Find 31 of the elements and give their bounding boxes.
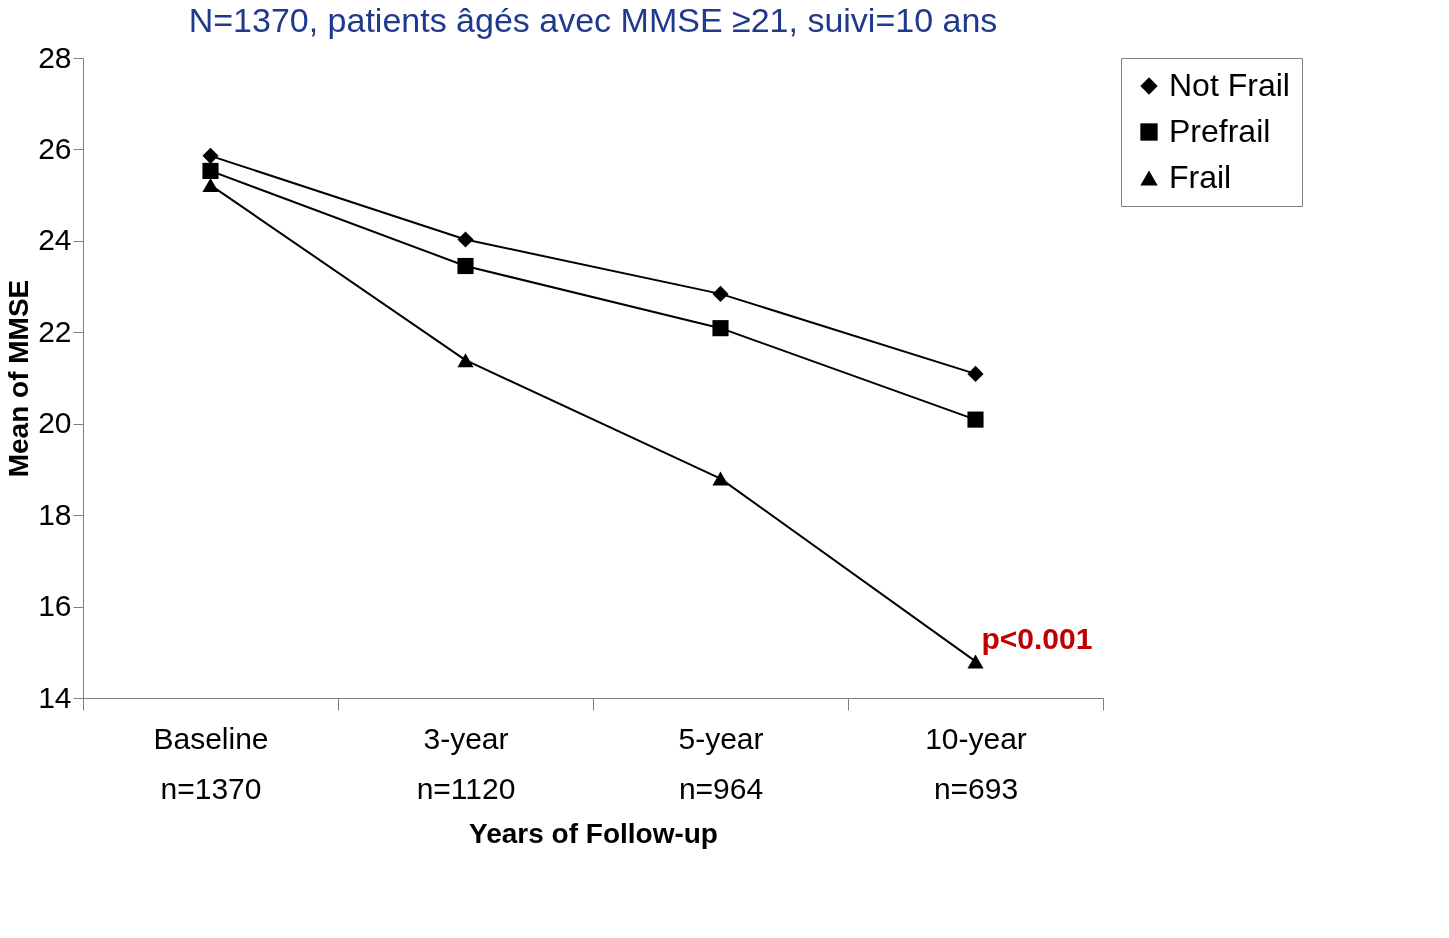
legend-label: Frail [1169, 159, 1232, 195]
point [967, 654, 984, 669]
point [457, 257, 474, 275]
point [202, 162, 219, 179]
legend-label: Not Frail [1169, 67, 1290, 103]
y-tick-label: 24 [38, 223, 72, 257]
point [967, 411, 984, 428]
y-tick-label: 16 [38, 589, 72, 623]
x-tick-label: 5-year n=964 [678, 721, 764, 805]
point [457, 353, 474, 368]
x-tick-label: 10-year n=693 [925, 721, 1027, 805]
legend-label: Prefrail [1169, 113, 1271, 149]
x-tick-label: Baseline n=1370 [153, 721, 269, 805]
point [712, 320, 729, 337]
y-tick-label: 14 [38, 680, 72, 714]
point [202, 178, 219, 193]
x-axis-title: Years of Follow-up [469, 817, 718, 849]
point [457, 231, 474, 248]
y-tick-label: 22 [38, 314, 72, 348]
y-axis-title: Mean of MMSE [3, 279, 35, 478]
y-tick-label: 18 [38, 497, 72, 531]
y-tick-label: 26 [38, 131, 72, 165]
point [967, 365, 984, 382]
y-tick-label: 20 [38, 406, 72, 440]
point [712, 471, 729, 486]
annotation: p<0.001 [981, 622, 1093, 656]
chart-title: N=1370, patients âgés avec MMSE ≥21, suivi=10 ans [188, 1, 998, 39]
y-tick-label: 28 [38, 40, 72, 74]
point [202, 147, 219, 164]
point [712, 285, 729, 302]
x-tick-label: 3-year n=1120 [416, 721, 516, 805]
